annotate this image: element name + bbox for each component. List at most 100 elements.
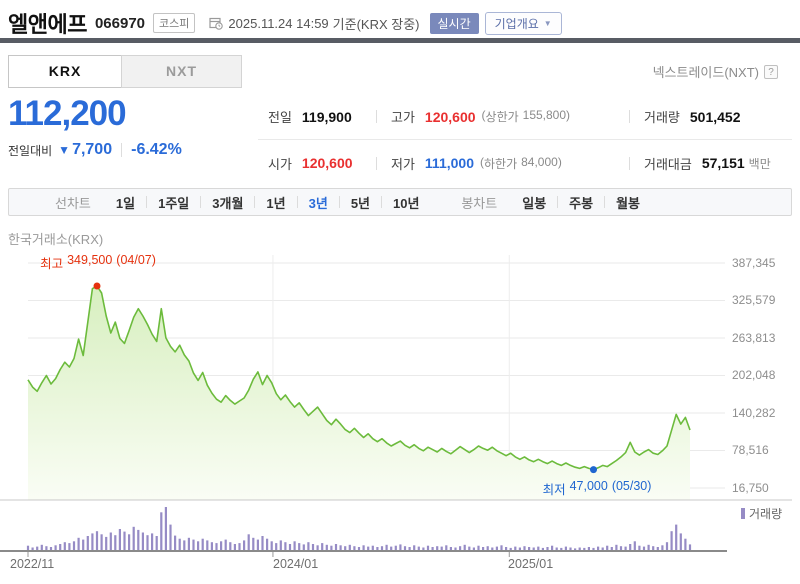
- low-value: 111,000: [424, 155, 474, 171]
- x-axis-label: 2022/11: [10, 557, 55, 571]
- summary-row-2: 시가 120,600 저가 111,000 하한가 84,000 거래대금 57…: [258, 140, 792, 186]
- high-annotation: 최고 349,500 (04/07): [28, 253, 168, 272]
- nextrade-link[interactable]: 넥스트레이드(NXT) ?: [653, 62, 778, 81]
- tab-krx[interactable]: KRX: [8, 55, 122, 88]
- high-label: 고가: [391, 110, 415, 125]
- divider: [296, 196, 298, 208]
- trade-value-label: 거래대금: [644, 156, 692, 172]
- lower-limit: 하한가 84,000: [480, 155, 562, 172]
- nextrade-link-label: 넥스트레이드(NXT): [652, 65, 759, 80]
- current-price: 112,200: [8, 94, 127, 133]
- divider: [604, 196, 606, 208]
- period-1d[interactable]: 1일: [115, 195, 136, 211]
- help-icon[interactable]: ?: [764, 64, 778, 79]
- candle-weekly[interactable]: 주봉: [569, 195, 594, 211]
- open-label: 시가: [268, 156, 292, 172]
- upper-limit: 상한가 155,800: [482, 108, 571, 125]
- volume-label: 거래량: [644, 110, 680, 125]
- divider: [629, 110, 630, 123]
- chart-toolbar: 선차트 1일 1주일 3개월 1년 3년 5년 10년 봉차트 일봉 주봉 월봉: [8, 188, 792, 216]
- candle-group: 봉차트 일봉 주봉 월봉: [461, 193, 651, 212]
- high-annotation-value: 349,500: [67, 253, 113, 267]
- high-cell: 고가 120,600 상한가 155,800: [377, 107, 629, 126]
- chart-source-label: 한국거래소(KRX): [8, 232, 104, 247]
- period-10y[interactable]: 10년: [393, 195, 420, 211]
- lower-limit-value: 84,000: [521, 154, 558, 169]
- high-annotation-date: (04/07): [116, 253, 156, 267]
- divider: [146, 196, 148, 208]
- change-label: 전일대비: [8, 143, 53, 158]
- down-arrow-icon: ▼: [58, 143, 71, 157]
- stock-code: 066970: [94, 14, 146, 32]
- divider: [376, 156, 377, 170]
- line-chart-label: 선차트: [55, 195, 91, 211]
- divider: [200, 196, 202, 208]
- volume-value: 501,452: [689, 108, 741, 125]
- company-overview-label: 기업개요: [494, 16, 539, 31]
- open-value: 120,600: [301, 155, 353, 171]
- quote-summary: 전일 119,900 고가 120,600 상한가 155,800 거래량 50…: [258, 94, 792, 186]
- low-annotation-label: 최저: [542, 483, 566, 497]
- y-axis-label: 140,282: [732, 406, 776, 420]
- divider: [254, 196, 256, 208]
- change-percent: -6.42%: [131, 141, 182, 158]
- open-cell: 시가 120,600: [258, 154, 376, 173]
- x-axis-label: 2024/01: [273, 557, 319, 571]
- volume-bar-icon: [741, 508, 745, 519]
- stock-name: 엘앤에프: [8, 12, 87, 37]
- low-annotation-value: 47,000: [569, 479, 608, 493]
- candle-monthly[interactable]: 월봉: [616, 195, 640, 211]
- prev-close-cell: 전일 119,900: [258, 107, 376, 126]
- header-divider-bar: [0, 38, 800, 43]
- calendar-clock-icon: [209, 16, 224, 30]
- trade-value-unit: 백만: [748, 156, 771, 171]
- divider: [557, 196, 559, 208]
- lower-limit-label: 하한가: [483, 156, 518, 171]
- x-axis-label: 2025/01: [508, 557, 554, 571]
- divider: [376, 110, 377, 123]
- quote-datetime: 2025.11.24 14:59: [228, 15, 329, 31]
- realtime-badge: 실시간: [429, 12, 479, 34]
- divider: [338, 196, 340, 208]
- chevron-down-icon: ▼: [543, 18, 552, 28]
- period-1y[interactable]: 1년: [266, 195, 286, 211]
- y-axis-label: 263,813: [732, 331, 776, 345]
- price-change-row: 전일대비 ▼ 7,700 -6.42%: [8, 141, 182, 159]
- y-axis-label: 387,345: [732, 256, 776, 270]
- upper-limit-value: 155,800: [522, 108, 567, 122]
- prev-close-label: 전일: [268, 110, 292, 125]
- high-value: 120,600: [424, 108, 476, 125]
- trade-value: 57,151: [701, 155, 745, 171]
- candle-chart-label: 봉차트: [461, 195, 498, 211]
- low-cell: 저가 111,000 하한가 84,000: [377, 154, 629, 173]
- volume-legend-label: 거래량: [749, 507, 783, 521]
- divider: [121, 143, 123, 157]
- market-badge: 코스피: [153, 13, 196, 33]
- low-annotation-date: (05/30): [611, 479, 652, 493]
- volume-legend: 거래량: [741, 505, 782, 522]
- candle-daily[interactable]: 일봉: [522, 195, 547, 211]
- y-axis-label: 202,048: [732, 368, 776, 382]
- volume-cell: 거래량 501,452: [630, 107, 792, 126]
- divider: [381, 196, 383, 208]
- low-annotation: 최저 47,000 (05/30): [523, 479, 671, 498]
- trade-value-cell: 거래대금 57,151 백만: [630, 154, 792, 173]
- tab-nxt[interactable]: NXT: [121, 55, 242, 88]
- header: 엘앤에프 066970 코스피 2025.11.24 14:59 기준(KRX …: [8, 7, 792, 39]
- quote-datetime-basis: 기준(KRX 장중): [332, 16, 420, 32]
- divider: [629, 156, 630, 170]
- high-annotation-label: 최고: [40, 257, 64, 271]
- y-axis-label: 16,750: [732, 481, 769, 495]
- upper-limit-label: 상한가: [485, 110, 519, 124]
- low-label: 저가: [391, 156, 415, 172]
- period-3y[interactable]: 3년: [308, 195, 328, 211]
- period-5y[interactable]: 5년: [350, 195, 371, 211]
- summary-row-1: 전일 119,900 고가 120,600 상한가 155,800 거래량 50…: [258, 94, 792, 140]
- period-1w[interactable]: 1주일: [158, 195, 190, 211]
- prev-close-value: 119,900: [301, 108, 352, 125]
- company-overview-button[interactable]: 기업개요 ▼: [484, 11, 562, 35]
- period-3m[interactable]: 3개월: [212, 195, 244, 211]
- change-value: 7,700: [72, 141, 113, 158]
